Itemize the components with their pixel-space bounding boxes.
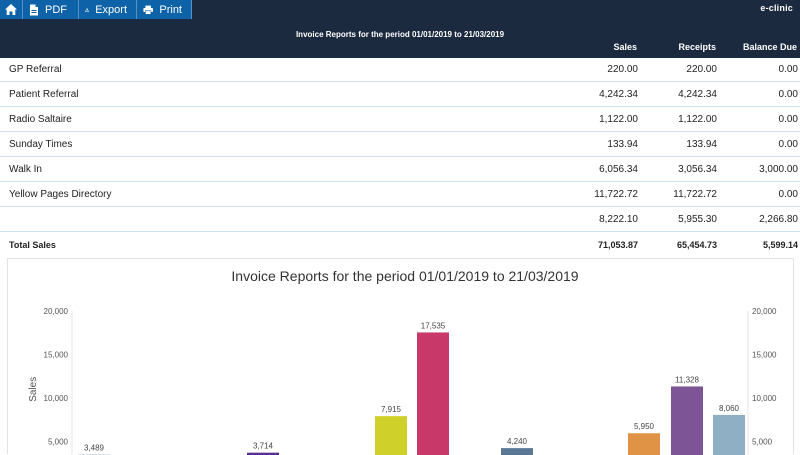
- table-row: Patient Referral 4,242.34 4,242.34 0.00: [0, 82, 800, 107]
- row-sales: 4,242.34: [599, 89, 638, 100]
- y-tick-label-left: 15,000: [44, 351, 69, 360]
- row-name: GP Referral: [9, 64, 62, 75]
- bar-value-label: 11,328: [675, 375, 699, 384]
- printer-icon: [143, 4, 153, 16]
- pdf-label: PDF: [45, 4, 67, 16]
- column-header-balance[interactable]: Balance Due: [743, 42, 797, 52]
- total-label: Total Sales: [9, 240, 56, 250]
- print-button[interactable]: Print: [137, 0, 192, 19]
- y-tick-label-right: 5,000: [752, 438, 773, 447]
- bar: [375, 416, 407, 455]
- y-tick-label-right: 10,000: [752, 394, 777, 403]
- row-receipts: 220.00: [686, 64, 717, 75]
- total-balance: 5,599.14: [763, 240, 798, 250]
- row-balance: 2,266.80: [759, 214, 798, 225]
- bar-value-label: 3,489: [84, 444, 105, 453]
- export-icon: [85, 4, 89, 16]
- table-row: 8,222.10 5,955.30 2,266.80: [0, 207, 800, 232]
- row-receipts: 133.94: [686, 139, 717, 150]
- row-sales: 220.00: [607, 64, 638, 75]
- row-name: Patient Referral: [9, 89, 78, 100]
- export-label: Export: [95, 4, 127, 16]
- row-sales: 11,722.72: [594, 189, 638, 200]
- bar: [417, 332, 449, 455]
- total-receipts: 65,454.73: [677, 240, 717, 250]
- row-sales: 8,222.10: [599, 214, 638, 225]
- row-sales: 1,122.00: [599, 114, 638, 125]
- row-name: Yellow Pages Directory: [9, 189, 111, 200]
- row-balance: 0.00: [779, 89, 798, 100]
- row-name: Walk In: [9, 164, 42, 175]
- row-balance: 0.00: [779, 139, 798, 150]
- y-tick-label-left: 20,000: [44, 307, 69, 316]
- bar-value-label: 8,060: [719, 404, 740, 413]
- row-receipts: 3,056.34: [678, 164, 717, 175]
- row-sales: 133.94: [607, 139, 638, 150]
- y-axis-label: Sales: [28, 377, 39, 402]
- bar: [671, 386, 703, 455]
- sales-chart-panel: Invoice Reports for the period 01/01/201…: [7, 258, 794, 454]
- pdf-button[interactable]: PDF: [23, 0, 79, 19]
- home-button[interactable]: [0, 0, 23, 19]
- table-row: Yellow Pages Directory 11,722.72 11,722.…: [0, 182, 800, 207]
- y-tick-label-right: 15,000: [752, 351, 777, 360]
- chart-title: Invoice Reports for the period 01/01/201…: [231, 268, 578, 284]
- row-receipts: 5,955.30: [678, 214, 717, 225]
- row-name: Sunday Times: [9, 139, 72, 150]
- report-title: Invoice Reports for the period 01/01/201…: [0, 30, 800, 39]
- y-tick-label-left: 5,000: [48, 438, 69, 447]
- table-row: Sunday Times 133.94 133.94 0.00: [0, 132, 800, 157]
- sales-bar-chart: Invoice Reports for the period 01/01/201…: [8, 259, 795, 455]
- bar: [628, 433, 660, 455]
- report-header: PDF Export Print e-clinic Invoice Report…: [0, 0, 800, 58]
- row-balance: 0.00: [779, 64, 798, 75]
- column-header-sales[interactable]: Sales: [613, 42, 637, 52]
- print-label: Print: [159, 4, 182, 16]
- total-sales: 71,053.87: [598, 240, 638, 250]
- row-receipts: 11,722.72: [673, 189, 717, 200]
- row-receipts: 4,242.34: [678, 89, 717, 100]
- bar-value-label: 3,714: [253, 442, 274, 451]
- export-button[interactable]: Export: [79, 0, 137, 19]
- brand-name: e-clinic: [760, 3, 793, 13]
- row-balance: 3,000.00: [759, 164, 798, 175]
- row-balance: 0.00: [779, 114, 798, 125]
- bar-value-label: 4,240: [507, 437, 528, 446]
- table-row: GP Referral 220.00 220.00 0.00: [0, 57, 800, 82]
- row-name: Radio Saltaire: [9, 114, 72, 125]
- bar: [713, 415, 745, 455]
- bar-value-label: 5,950: [634, 422, 655, 431]
- y-tick-label-left: 10,000: [44, 394, 69, 403]
- home-icon: [4, 3, 18, 16]
- table-row: Radio Saltaire 1,122.00 1,122.00 0.00: [0, 107, 800, 132]
- row-balance: 0.00: [779, 189, 798, 200]
- row-sales: 6,056.34: [599, 164, 638, 175]
- pdf-icon: [29, 4, 39, 16]
- row-receipts: 1,122.00: [678, 114, 717, 125]
- total-row: Total Sales 71,053.87 65,454.73 5,599.14: [0, 232, 800, 257]
- table-row: Walk In 6,056.34 3,056.34 3,000.00: [0, 157, 800, 182]
- bar-value-label: 17,535: [421, 321, 446, 330]
- bar-value-label: 7,915: [381, 405, 402, 414]
- y-tick-label-right: 20,000: [752, 307, 777, 316]
- toolbar: PDF Export Print: [0, 0, 192, 19]
- column-header-receipts[interactable]: Receipts: [678, 42, 716, 52]
